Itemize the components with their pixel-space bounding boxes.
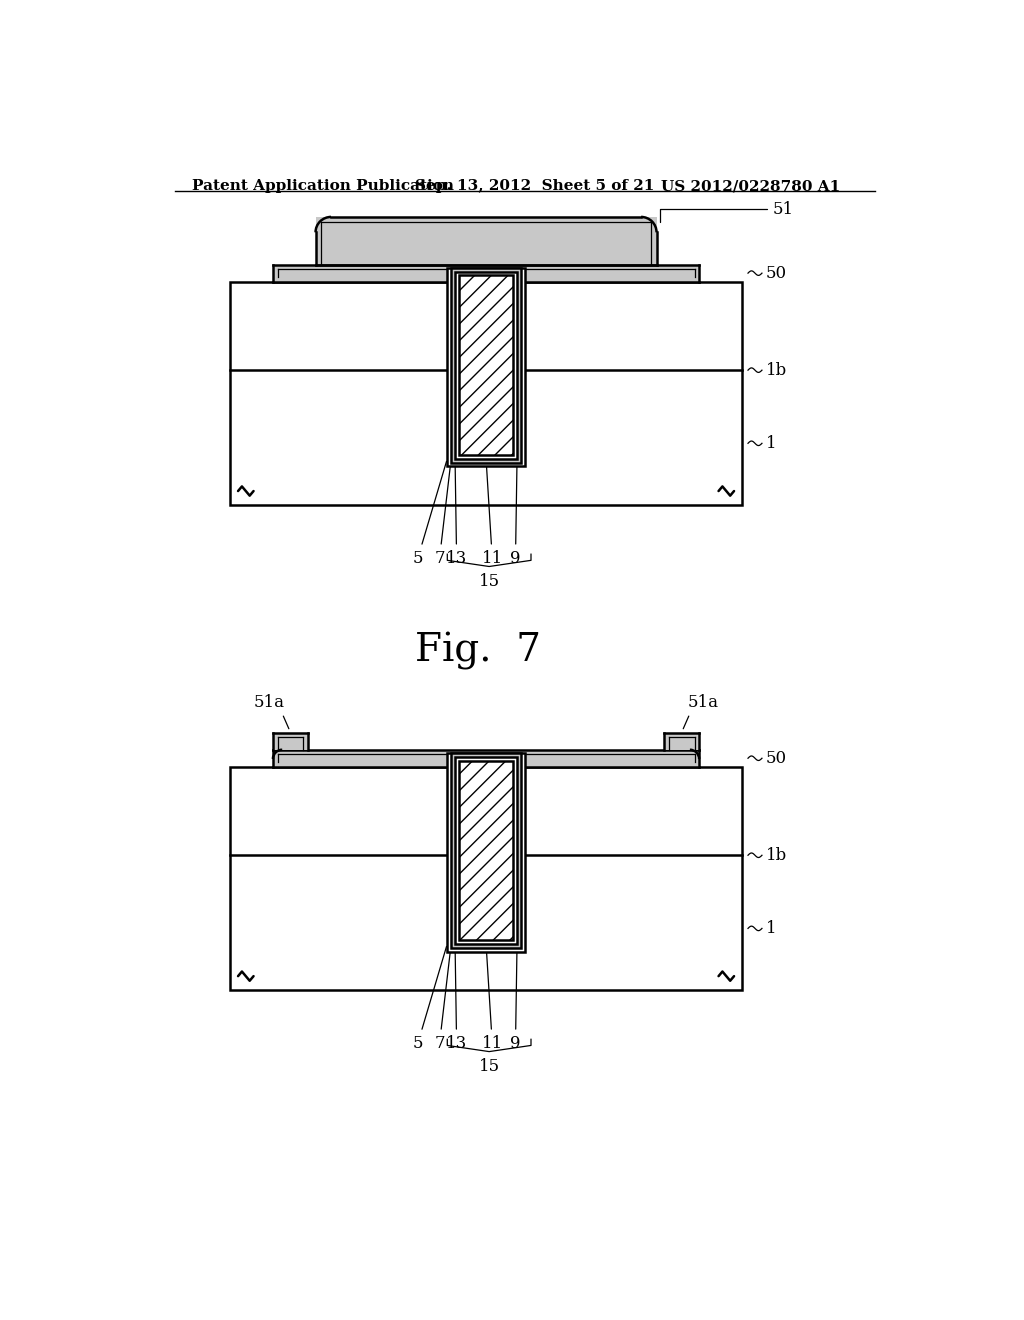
Text: 1b: 1b	[766, 846, 787, 863]
Text: Fig.  7: Fig. 7	[415, 632, 541, 671]
Text: Fig.  6: Fig. 6	[415, 224, 541, 261]
Bar	[230, 281, 741, 506]
Bar	[447, 752, 524, 952]
Text: 51: 51	[660, 201, 794, 222]
Text: 1: 1	[766, 434, 776, 451]
Bar	[447, 268, 524, 466]
Bar	[230, 767, 741, 990]
Text: Patent Application Publication: Patent Application Publication	[191, 180, 454, 193]
Text: 5: 5	[413, 946, 446, 1052]
Bar	[452, 268, 521, 462]
Bar	[665, 733, 699, 750]
Text: 9: 9	[510, 946, 521, 1052]
Text: US 2012/0228780 A1: US 2012/0228780 A1	[662, 180, 841, 193]
Bar	[452, 752, 521, 948]
Bar	[459, 276, 513, 455]
Text: 11: 11	[481, 462, 503, 566]
Text: 11: 11	[481, 946, 503, 1052]
Text: 50: 50	[766, 264, 787, 281]
Text: 1: 1	[766, 920, 776, 937]
Bar	[459, 760, 513, 940]
Text: 50: 50	[766, 750, 787, 767]
Bar	[273, 750, 699, 767]
Text: 9: 9	[510, 462, 521, 566]
Text: 1b: 1b	[766, 362, 787, 379]
Text: 51a: 51a	[254, 694, 285, 711]
Bar	[455, 756, 517, 944]
Text: 7: 7	[434, 462, 451, 566]
Text: 51a: 51a	[687, 694, 719, 711]
Text: 15: 15	[478, 573, 500, 590]
Text: 15: 15	[478, 1057, 500, 1074]
Bar	[315, 216, 656, 264]
Text: 7: 7	[434, 946, 451, 1052]
Text: 5: 5	[413, 462, 446, 566]
Text: 13: 13	[446, 946, 467, 1052]
Bar	[455, 272, 517, 459]
Text: 13: 13	[446, 462, 467, 566]
Text: Sep. 13, 2012  Sheet 5 of 21: Sep. 13, 2012 Sheet 5 of 21	[415, 180, 654, 193]
Bar	[273, 264, 699, 281]
Bar	[273, 733, 308, 750]
